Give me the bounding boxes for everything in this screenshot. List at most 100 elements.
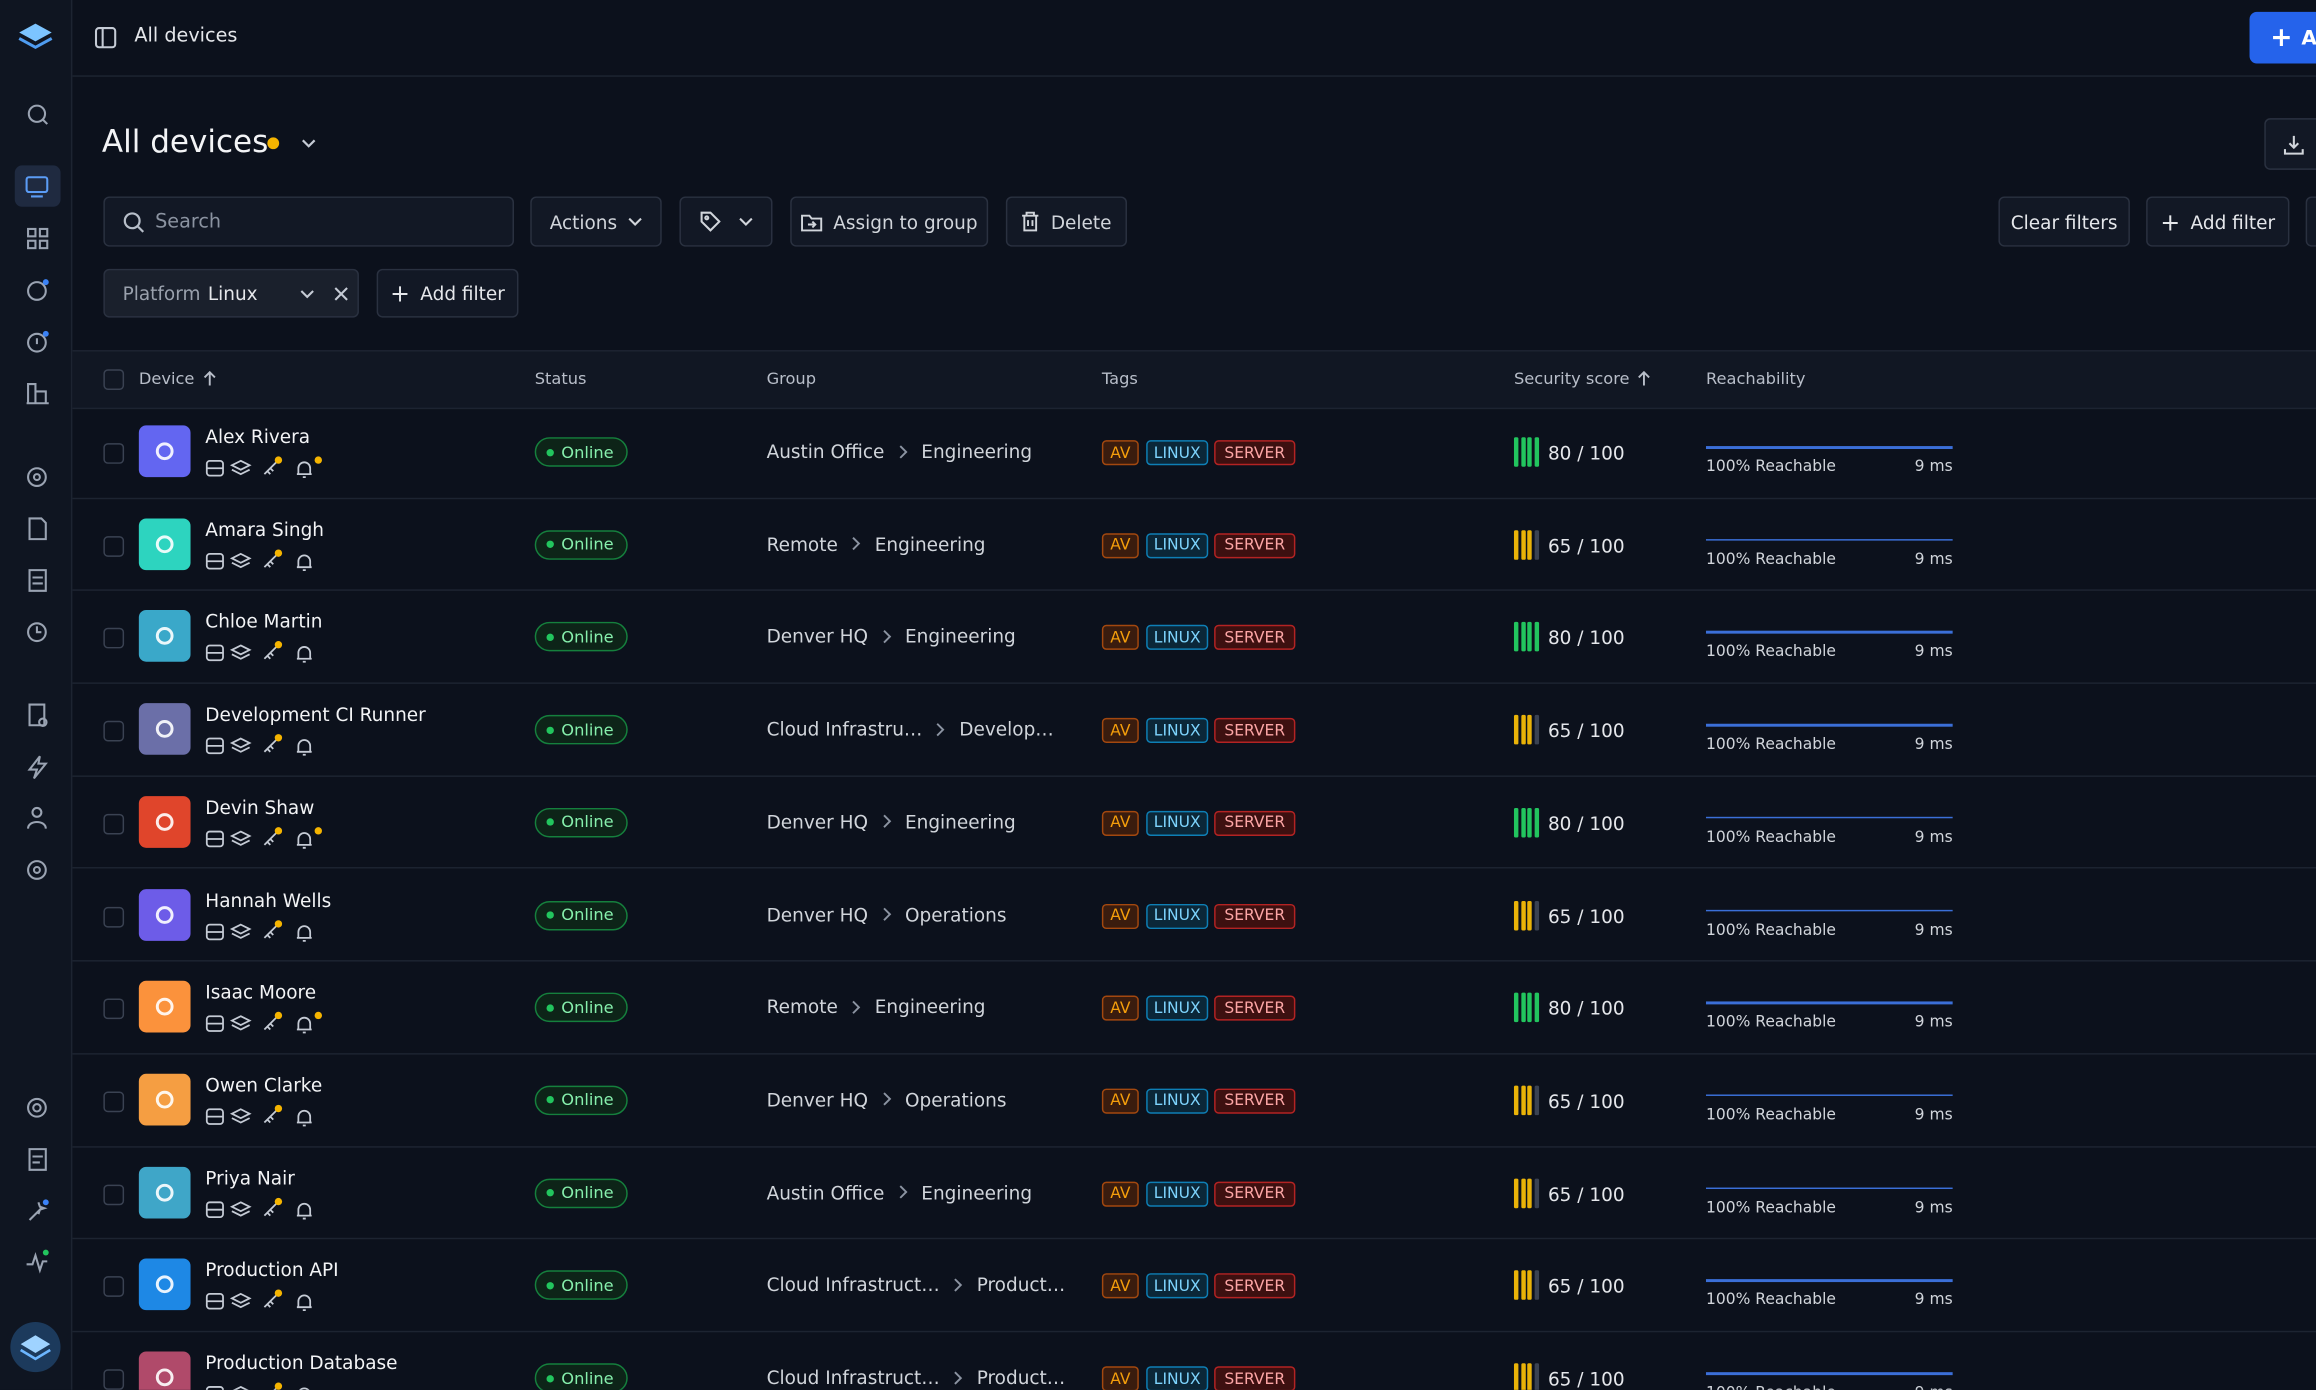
actions-label: Actions [549, 210, 618, 233]
device-name[interactable]: Devin Shaw [205, 795, 315, 818]
device-row[interactable]: Amara Singh Online Remote Engineering AV LINU… [72, 499, 2316, 592]
device-row[interactable]: Alex Rivera Online Austin Office Engineerin… [72, 406, 2316, 499]
alert-dot [274, 641, 283, 649]
device-avatar [138, 517, 191, 570]
score-bars [1513, 1178, 1539, 1208]
score-bar [1533, 529, 1539, 560]
status-pill: Online [534, 992, 629, 1023]
score-bar [1527, 529, 1532, 560]
device-name[interactable]: Amara Singh [205, 517, 325, 541]
device-name[interactable]: Priya Nair [205, 1166, 295, 1189]
platform-filter-chip[interactable]: Platform Linux [103, 268, 359, 318]
os-icon [155, 812, 174, 831]
row-checkbox[interactable] [103, 628, 125, 649]
column-header[interactable]: Group [767, 369, 816, 388]
score-bars [1513, 437, 1539, 467]
row-checkbox[interactable] [103, 1183, 125, 1205]
title-dropdown[interactable] [300, 136, 318, 151]
device-icon-row [205, 919, 323, 942]
device-avatar [138, 888, 191, 941]
group-name: Remote [766, 995, 838, 1018]
column-header[interactable]: Reachability [1706, 369, 1806, 388]
select-all-checkbox[interactable] [103, 369, 125, 390]
reach-label: 100% Reachable [1705, 550, 1836, 569]
device-row[interactable]: Owen Clarke Online Denver HQ Operations AV LI… [72, 1054, 2316, 1148]
active-nav[interactable] [14, 165, 61, 207]
search-icon [123, 211, 145, 232]
status-dot [546, 1096, 554, 1104]
column-label: Status [534, 369, 587, 389]
security-score: 65 / 100 [1547, 534, 1625, 557]
device-icon-row [205, 1382, 323, 1390]
latency: 9 ms [1914, 1106, 1953, 1124]
row-checkbox[interactable] [103, 535, 125, 557]
sidebar-icons [10, 23, 61, 1373]
device-icon-row [205, 1012, 323, 1034]
group-name: Engineering [874, 995, 986, 1018]
search-input[interactable]: Search [103, 196, 515, 247]
device-name[interactable]: Isaac Moore [205, 981, 317, 1004]
assign-button[interactable]: Assign to group [790, 196, 989, 247]
reach-line [1705, 1094, 1953, 1097]
add-filter-label: Add filter [420, 282, 505, 305]
device-name[interactable]: Hannah Wells [205, 888, 332, 911]
row-checkbox[interactable] [103, 906, 125, 927]
group-path: Denver HQ Engineering [767, 625, 1016, 647]
device-row[interactable]: Devin Shaw Online Denver HQ Engineering AV LI… [72, 777, 2316, 870]
score-bar [1527, 1363, 1532, 1390]
column-header[interactable]: Tags [1102, 369, 1138, 388]
add-device-button[interactable]: + Add [2249, 11, 2316, 64]
score-bar [1527, 900, 1532, 930]
security-score: 65 / 100 [1547, 1182, 1625, 1205]
score-bar [1533, 1363, 1539, 1390]
device-name[interactable]: Production Database [205, 1351, 398, 1374]
tag-button[interactable] [679, 196, 773, 247]
row-checkbox[interactable] [103, 998, 125, 1020]
device-row[interactable]: Hannah Wells Online Denver HQ Operations AV L… [72, 869, 2316, 962]
group-name: Engineering [921, 440, 1033, 463]
status-text: Online [561, 442, 614, 462]
device-row[interactable]: Chloe Martin Online Denver HQ Engineering AV… [72, 591, 2316, 684]
column-header[interactable]: Status [535, 369, 587, 388]
device-row[interactable]: Production API Online Cloud Infrastruct… Pr… [72, 1240, 2316, 1333]
device-name[interactable]: Alex Rivera [205, 425, 311, 448]
tag: LINUX [1146, 810, 1209, 836]
device-row[interactable]: Production Database Online Cloud Infrastru… [72, 1332, 2316, 1390]
column-header[interactable]: Security score [1514, 369, 1652, 388]
score-bar [1513, 900, 1519, 930]
row-checkbox[interactable] [103, 443, 125, 464]
sidebar-toggle[interactable] [94, 27, 117, 49]
device-name[interactable]: Development CI Runner [205, 703, 426, 726]
more-button[interactable] [2305, 196, 2316, 247]
add-filter-button[interactable]: + Add filter [2146, 196, 2290, 247]
device-name[interactable]: Chloe Martin [205, 610, 323, 633]
device-name[interactable]: Owen Clarke [205, 1073, 323, 1096]
actions-button[interactable]: Actions [530, 196, 662, 247]
reach-line [1705, 446, 1953, 449]
row-checkbox[interactable] [103, 1369, 125, 1390]
group-name: Cloud Infrastruct… [766, 1273, 940, 1296]
device-row[interactable]: Development CI Runner Online Cloud Infrast… [72, 684, 2316, 777]
download-button[interactable] [2264, 118, 2316, 170]
page-title: All devices [101, 124, 269, 160]
add-filter-chip[interactable]: + Add filter [376, 268, 519, 318]
device-name[interactable]: Production API [205, 1258, 339, 1282]
device-row[interactable]: Isaac Moore Online Remote Engineering AV LINU… [72, 962, 2316, 1055]
row-checkbox[interactable] [103, 720, 125, 742]
device-row[interactable]: Priya Nair Online Austin Office Engineering… [72, 1147, 2316, 1240]
row-checkbox[interactable] [103, 1276, 125, 1298]
score-bar [1527, 1270, 1532, 1301]
column-header[interactable]: Device [139, 369, 217, 388]
row-checkbox[interactable] [103, 813, 125, 835]
score-bar [1513, 992, 1519, 1023]
nav-icons[interactable] [26, 227, 49, 1274]
status-dot [267, 137, 280, 150]
row-checkbox[interactable] [103, 1091, 125, 1113]
group-separator [882, 629, 891, 644]
remove-icon[interactable] [334, 287, 349, 302]
tag: AV [1101, 995, 1139, 1021]
device-icons [205, 737, 312, 756]
clear-filters-button[interactable]: Clear filters [1998, 196, 2130, 247]
search-icon[interactable] [27, 104, 47, 123]
delete-button[interactable]: Delete [1005, 196, 1127, 247]
